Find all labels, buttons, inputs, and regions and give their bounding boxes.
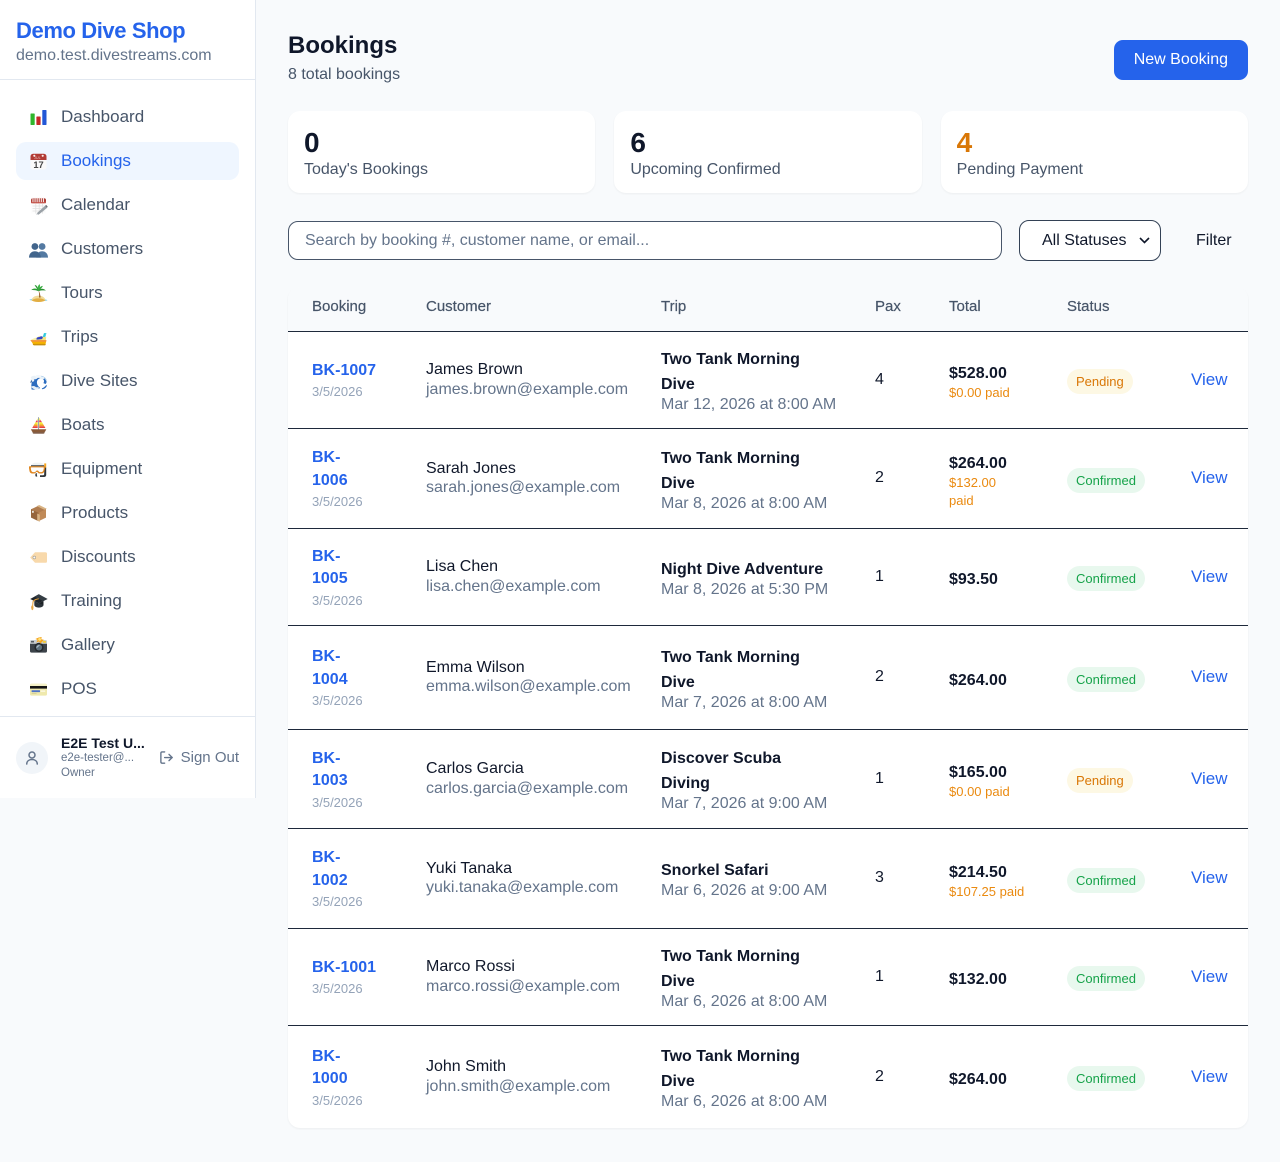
svg-text:JUL: JUL xyxy=(34,156,41,160)
svg-text:17: 17 xyxy=(33,160,43,170)
